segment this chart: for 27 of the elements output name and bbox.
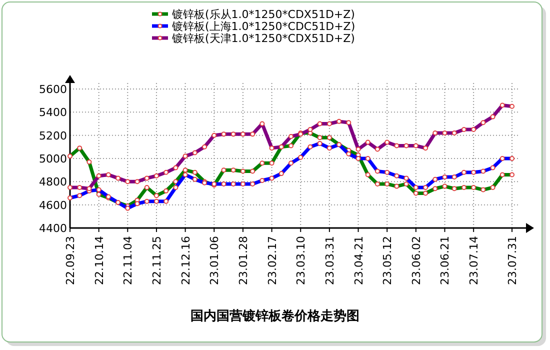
x-tick-label: 23.03.10 — [294, 236, 308, 285]
legend-label: 镀锌板(乐从1.0*1250*CDX51D+Z) — [171, 8, 355, 21]
x-tick-label: 22.11.25 — [150, 236, 164, 285]
x-tick-label: 23.03.31 — [323, 236, 336, 285]
y-tick-label: 4400 — [39, 222, 67, 235]
y-tick-label: 4600 — [39, 198, 67, 212]
legend-label: 镀锌板(天津1.0*1250*CDX51D+Z) — [171, 32, 355, 45]
x-tick-label: 23.07.31 — [506, 236, 519, 285]
y-tick-label: 5200 — [39, 129, 67, 142]
y-tick-label: 5000 — [39, 152, 67, 166]
x-tick-label: 23.06.21 — [438, 236, 452, 285]
text: 国内国营镀锌板卷价格走势图 — [190, 308, 360, 324]
x-tick-label: 23.06.02 — [410, 236, 423, 285]
x-tick-label: 23.07.14 — [468, 236, 481, 285]
y-tick-label: 5400 — [39, 106, 67, 120]
x-tick-label: 23.01.28 — [236, 236, 250, 285]
x-tick-label: 23.04.21 — [352, 236, 366, 285]
x-tick-label: 22.10.14 — [92, 236, 106, 285]
x-tick-label: 22.12.16 — [179, 236, 192, 285]
legend-label: 镀锌板(上海1.0*1250*CDC51D+Z) — [171, 20, 356, 33]
y-tick-label: 5600 — [39, 83, 67, 96]
x-tick-label: 23.01.06 — [208, 236, 222, 285]
x-tick-label: 22.11.04 — [122, 236, 135, 285]
x-tick-label: 23.05.12 — [381, 236, 394, 285]
x-tick-label: 22.09.23 — [64, 236, 77, 285]
x-tick-label: 23.02.17 — [266, 236, 279, 285]
y-tick-label: 4800 — [39, 176, 67, 189]
